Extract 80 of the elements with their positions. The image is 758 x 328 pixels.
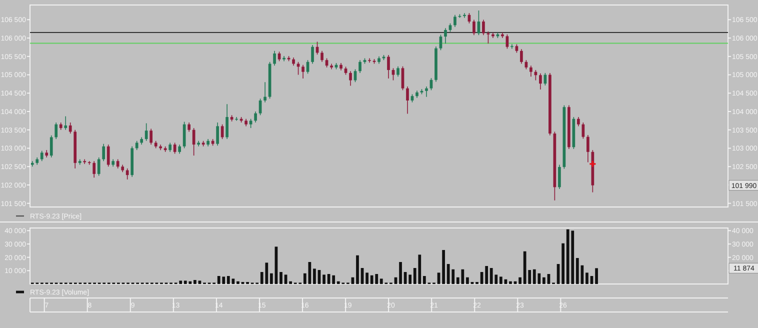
bar bbox=[485, 266, 488, 284]
candlestick bbox=[126, 168, 129, 180]
candlestick bbox=[558, 164, 561, 190]
bar bbox=[226, 276, 230, 284]
bar bbox=[562, 243, 564, 284]
candlestick bbox=[116, 158, 120, 169]
bar bbox=[280, 272, 282, 284]
candlestick bbox=[463, 12, 466, 18]
candlestick bbox=[302, 64, 304, 79]
bar bbox=[528, 270, 532, 284]
candlestick bbox=[406, 86, 409, 114]
bar bbox=[322, 274, 326, 284]
bar bbox=[576, 258, 579, 284]
candlestick bbox=[577, 116, 580, 127]
bar bbox=[595, 268, 598, 284]
candlestick bbox=[144, 122, 148, 142]
candlestick bbox=[278, 51, 281, 62]
candlestick bbox=[249, 118, 252, 128]
candlestick bbox=[83, 158, 86, 164]
candlestick bbox=[264, 82, 266, 103]
bar bbox=[332, 275, 336, 284]
candlestick bbox=[354, 68, 357, 83]
bar bbox=[408, 274, 412, 284]
candlestick bbox=[392, 68, 395, 81]
candlestick bbox=[97, 157, 100, 176]
candlestick bbox=[50, 134, 53, 158]
candlestick bbox=[102, 143, 106, 162]
candlestick bbox=[539, 72, 542, 90]
bar bbox=[232, 278, 235, 284]
candlestick bbox=[454, 14, 456, 28]
candlestick bbox=[520, 48, 523, 64]
candlestick bbox=[273, 50, 276, 66]
candlestick bbox=[54, 122, 58, 140]
candlestick bbox=[586, 134, 590, 163]
candlestick bbox=[226, 104, 228, 140]
bar bbox=[442, 250, 445, 284]
bar bbox=[509, 281, 512, 284]
candlestick bbox=[425, 86, 428, 98]
candlestick bbox=[216, 122, 219, 146]
candlestick bbox=[530, 65, 532, 78]
bar bbox=[542, 277, 546, 284]
candlestick bbox=[40, 150, 44, 162]
bar bbox=[586, 272, 588, 284]
candlestick bbox=[88, 160, 91, 166]
candlestick bbox=[444, 28, 447, 44]
candlestick bbox=[92, 160, 96, 178]
candlestick bbox=[482, 19, 485, 36]
candlestick bbox=[396, 66, 400, 78]
candlestick bbox=[477, 10, 480, 36]
candlestick bbox=[387, 54, 390, 79]
candlestick bbox=[64, 116, 68, 130]
candlestick bbox=[358, 60, 362, 74]
bar bbox=[198, 280, 202, 284]
candlestick bbox=[320, 50, 324, 62]
bar bbox=[236, 281, 240, 284]
candlestick bbox=[439, 34, 442, 51]
bar bbox=[499, 276, 502, 284]
candlestick bbox=[178, 144, 181, 154]
bar bbox=[194, 280, 196, 284]
candlestick bbox=[135, 140, 138, 150]
candlestick bbox=[106, 144, 110, 167]
candlestick bbox=[168, 142, 172, 152]
candlestick bbox=[150, 128, 153, 145]
candlestick bbox=[349, 70, 352, 86]
candlestick bbox=[68, 122, 72, 134]
candlestick bbox=[254, 111, 257, 123]
bar bbox=[179, 280, 182, 284]
bar bbox=[289, 281, 292, 284]
candlestick bbox=[472, 19, 476, 36]
candlestick bbox=[188, 122, 190, 132]
candlestick bbox=[311, 44, 314, 64]
bar bbox=[356, 255, 359, 284]
candlestick bbox=[506, 34, 509, 50]
bar bbox=[399, 262, 402, 284]
bar bbox=[518, 277, 522, 284]
bar bbox=[466, 277, 469, 284]
bar bbox=[422, 276, 426, 284]
bar bbox=[366, 272, 368, 284]
bar bbox=[270, 273, 273, 284]
bar bbox=[313, 268, 316, 284]
